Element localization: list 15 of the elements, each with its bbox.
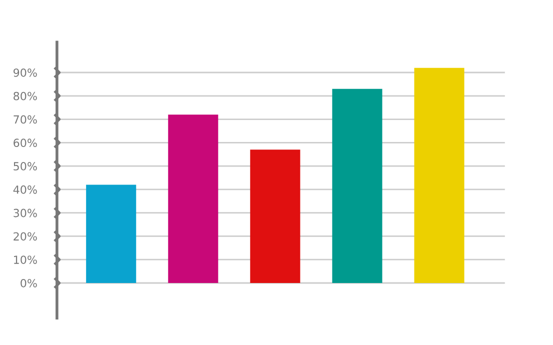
y-tick-label: 70%	[14, 115, 37, 124]
bar	[414, 68, 464, 284]
y-tick-label: 80%	[14, 92, 37, 100]
y-tick-label: 40%	[13, 185, 37, 194]
bar	[332, 88, 382, 284]
bar	[86, 184, 136, 284]
bar	[168, 114, 218, 284]
bar	[250, 150, 300, 284]
y-tick-label: 90%	[14, 68, 37, 77]
y-tick-label: 30%	[14, 208, 37, 218]
y-tick-label: 10%	[14, 256, 37, 264]
y-tick-label: 0%	[20, 278, 37, 288]
y-tick-label: 60%	[14, 138, 37, 148]
y-tick-label: 20%	[14, 232, 37, 241]
y-tick-label: 50%	[14, 162, 37, 170]
